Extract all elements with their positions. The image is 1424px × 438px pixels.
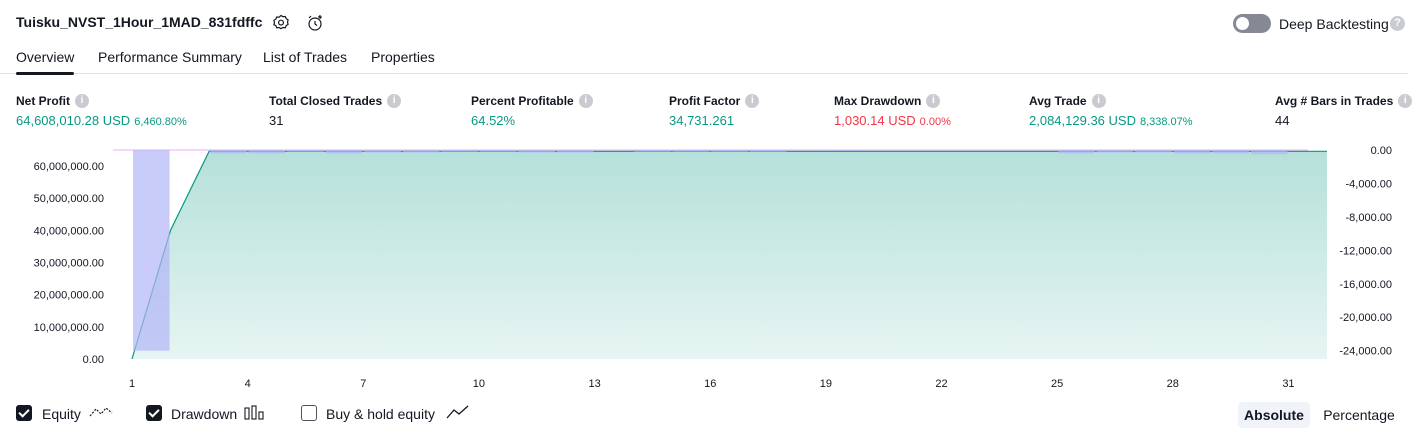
alert-clock-icon[interactable]: [305, 13, 325, 33]
equity-checkbox[interactable]: [16, 405, 32, 421]
metric-max-drawdown-label: Max Drawdown i: [834, 94, 941, 108]
drawdown-checkbox[interactable]: [146, 405, 162, 421]
equity-area: [132, 151, 1327, 359]
y-left-tick: 0.00: [83, 354, 104, 366]
x-tick: 25: [1051, 378, 1063, 390]
drawdown-bar: [402, 150, 440, 153]
buy-hold-legend-label[interactable]: Buy & hold equity: [326, 406, 435, 422]
drawdown-bar: [479, 150, 517, 152]
metric-profit-factor-value: 34,731.261: [669, 113, 735, 128]
drawdown-bar: [133, 150, 170, 351]
y-right-tick: -24,000.00: [1339, 346, 1392, 358]
metric-avg-bars-label: Avg # Bars in Trades i: [1275, 94, 1413, 108]
x-tick: 22: [935, 378, 947, 390]
y-left-tick: 40,000,000.00: [34, 225, 104, 237]
info-icon[interactable]: i: [75, 94, 89, 108]
y-left-tick: 20,000,000.00: [34, 290, 104, 302]
metric-profit-factor-label: Profit Factor i: [669, 94, 760, 108]
y-right-tick: -20,000.00: [1339, 312, 1392, 324]
drawdown-bar: [557, 150, 594, 153]
metric-percent-profitable-value: 64.52%: [471, 113, 516, 128]
drawdown-bar: [248, 150, 286, 154]
drawdown-bar: [711, 150, 748, 152]
absolute-toggle-button[interactable]: Absolute: [1238, 402, 1310, 428]
deep-backtesting-label: Deep Backtesting: [1279, 16, 1389, 32]
x-tick: 28: [1167, 378, 1179, 390]
equity-chart[interactable]: 0.00 10,000,000.00 20,000,000.00 30,000,000…: [0, 140, 1424, 395]
drawdown-legend-label[interactable]: Drawdown: [171, 406, 238, 422]
tab-divider: [0, 73, 1408, 74]
y-right-tick: -4,000.00: [1346, 178, 1392, 190]
info-icon[interactable]: i: [745, 94, 760, 108]
drawdown-bar: [364, 150, 401, 153]
deep-backtesting-toggle[interactable]: [1233, 14, 1271, 33]
y-right-tick: -16,000.00: [1339, 279, 1392, 291]
y-left-tick: 30,000,000.00: [34, 258, 104, 270]
y-right-tick: 0.00: [1371, 145, 1392, 157]
strategy-title: Tuisku_NVST_1Hour_1MAD_831fdffc: [16, 14, 263, 30]
tab-properties[interactable]: Properties: [371, 49, 435, 65]
drawdown-bar: [287, 150, 324, 152]
equity-line-icon: [89, 404, 113, 425]
drawdown-bar: [518, 150, 556, 153]
drawdown-bar: [1135, 150, 1172, 153]
metric-avg-bars-value: 44: [1275, 113, 1290, 128]
drawdown-bar: [1058, 150, 1095, 154]
help-icon[interactable]: ?: [1390, 16, 1405, 31]
y-right-tick: -12,000.00: [1339, 245, 1392, 257]
drawdown-bar: [634, 150, 671, 152]
buy-hold-line-icon: [446, 404, 470, 425]
drawdown-bar: [749, 150, 787, 152]
metric-percent-profitable-label: Percent Profitable i: [471, 94, 593, 108]
active-tab-indicator: [16, 72, 74, 75]
info-icon[interactable]: i: [1398, 94, 1413, 108]
buy-hold-checkbox[interactable]: [301, 405, 317, 421]
x-tick: 4: [245, 378, 251, 390]
x-tick: 19: [820, 378, 832, 390]
settings-icon[interactable]: [271, 13, 291, 33]
drawdown-bar: [1096, 150, 1134, 153]
x-tick: 13: [588, 378, 600, 390]
tab-performance-summary[interactable]: Performance Summary: [98, 49, 242, 65]
drawdown-bars-icon: [244, 405, 266, 426]
toggle-knob: [1236, 17, 1249, 30]
metric-max-drawdown-value: 1,030.14 USD 0.00%: [834, 113, 951, 128]
drawdown-bar: [1212, 150, 1249, 154]
y-left-tick: 10,000,000.00: [34, 322, 104, 334]
x-tick: 7: [360, 378, 366, 390]
y-left-tick: 50,000,000.00: [34, 193, 104, 205]
drawdown-bar: [441, 150, 478, 152]
info-icon[interactable]: i: [578, 94, 593, 108]
drawdown-bar: [210, 150, 247, 154]
x-tick: 1: [129, 378, 135, 390]
metric-net-profit-value: 64,608,010.28 USD 6,460.80%: [16, 113, 187, 128]
drawdown-bar: [1250, 150, 1288, 155]
tab-list-of-trades[interactable]: List of Trades: [263, 49, 348, 65]
info-icon[interactable]: i: [926, 94, 941, 108]
percentage-toggle-button[interactable]: Percentage: [1323, 407, 1395, 423]
info-icon[interactable]: i: [1091, 94, 1106, 108]
x-tick: 16: [704, 378, 716, 390]
x-tick: 10: [473, 378, 485, 390]
metric-avg-trade-label: Avg Trade i: [1029, 94, 1106, 108]
metric-total-closed-trades-label: Total Closed Trades i: [269, 94, 402, 108]
drawdown-bar: [826, 150, 864, 151]
info-icon[interactable]: i: [387, 94, 402, 108]
metric-net-profit-label: Net Profit i: [16, 94, 89, 108]
y-left-tick: 60,000,000.00: [34, 161, 104, 173]
metric-avg-trade-value: 2,084,129.36 USD 8,338.07%: [1029, 113, 1193, 128]
tab-overview[interactable]: Overview: [16, 49, 75, 65]
drawdown-bar: [672, 150, 710, 152]
x-tick: 31: [1282, 378, 1294, 390]
metric-total-closed-trades-value: 31: [269, 113, 284, 128]
drawdown-bar: [325, 150, 363, 154]
equity-legend-label[interactable]: Equity: [42, 406, 81, 422]
y-right-tick: -8,000.00: [1346, 212, 1392, 224]
drawdown-bar: [1173, 150, 1211, 154]
